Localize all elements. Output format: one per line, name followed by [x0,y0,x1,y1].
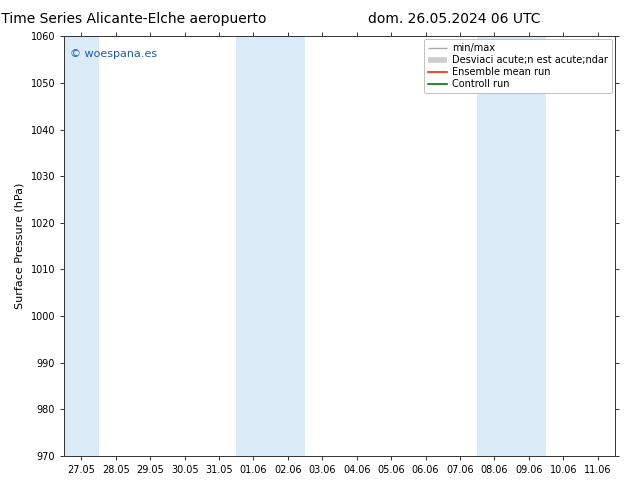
Text: ENS Time Series Alicante-Elche aeropuerto: ENS Time Series Alicante-Elche aeropuert… [0,12,266,26]
Bar [477,36,546,456]
Text: dom. 26.05.2024 06 UTC: dom. 26.05.2024 06 UTC [368,12,540,26]
Y-axis label: Surface Pressure (hPa): Surface Pressure (hPa) [15,183,25,309]
Text: © woespana.es: © woespana.es [70,49,157,59]
Legend: min/max, Desviaci acute;n est acute;ndar, Ensemble mean run, Controll run: min/max, Desviaci acute;n est acute;ndar… [424,39,612,93]
Bar [64,36,99,456]
Bar [236,36,305,456]
